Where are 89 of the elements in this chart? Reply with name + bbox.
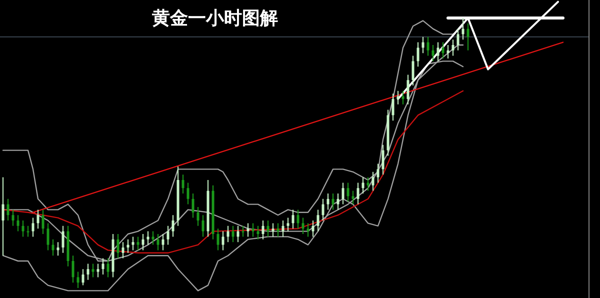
candlestick	[122, 242, 124, 259]
candlestick	[86, 263, 90, 280]
candlestick	[372, 171, 374, 192]
candlestick	[256, 225, 260, 240]
candlestick	[196, 206, 200, 226]
candlestick	[366, 176, 370, 192]
candlestick	[106, 258, 110, 278]
candlestick	[42, 209, 44, 234]
candlestick	[332, 193, 334, 210]
candlestick	[326, 193, 330, 210]
candlestick	[166, 225, 170, 246]
candlestick	[252, 222, 254, 238]
candlestick	[216, 228, 220, 251]
candlestick	[102, 258, 104, 275]
candlestick	[376, 163, 380, 184]
candlestick	[436, 42, 440, 62]
candlestick	[466, 22, 470, 51]
candlestick	[412, 55, 414, 86]
candlestick	[346, 182, 350, 202]
candlestick	[242, 225, 244, 238]
candlestick	[126, 238, 130, 254]
candlestick	[46, 222, 50, 251]
candlestick	[116, 234, 120, 259]
candlestick	[462, 18, 464, 40]
candlestick	[362, 176, 364, 194]
candlestick	[96, 263, 100, 278]
candlestick	[72, 255, 74, 284]
candlestick	[392, 93, 394, 122]
candlestick	[406, 74, 410, 105]
candlestick	[422, 36, 424, 54]
candlestick	[246, 222, 250, 238]
candlestick	[382, 144, 384, 176]
candlestick	[402, 90, 404, 105]
candlestick	[142, 234, 144, 251]
candlestick	[26, 225, 30, 238]
candlestick	[282, 220, 284, 238]
candlestick	[152, 230, 154, 246]
candlestick	[32, 217, 34, 238]
candlestick	[316, 209, 320, 232]
candlestick	[452, 39, 454, 56]
candlestick	[456, 28, 460, 51]
candlestick	[56, 242, 60, 256]
candlestick	[342, 182, 344, 205]
candlestick	[2, 176, 4, 256]
candlestick	[186, 182, 190, 205]
chart-title: 黄金一小时图解	[151, 8, 278, 29]
candlestick	[426, 36, 430, 56]
candlestick	[442, 42, 444, 59]
candlestick	[172, 214, 174, 238]
candlestick	[52, 238, 54, 256]
candlestick	[446, 44, 450, 59]
candlestick	[306, 222, 310, 238]
candlestick	[292, 209, 294, 230]
candlestick	[416, 42, 420, 68]
candlestick	[36, 209, 40, 230]
candlestick	[396, 90, 400, 105]
candlestick	[302, 217, 304, 234]
candlestick	[16, 214, 20, 232]
candlestick	[352, 190, 354, 205]
candlestick	[82, 268, 84, 286]
candlestick	[296, 209, 300, 230]
candlestick	[182, 174, 184, 194]
candlestick	[22, 220, 24, 238]
candlestick	[62, 225, 64, 254]
candlestick	[76, 271, 80, 288]
candlestick	[286, 217, 290, 232]
candlestick	[272, 222, 274, 238]
candlestick	[276, 222, 280, 238]
candlestick	[312, 220, 314, 238]
candlestick	[266, 220, 270, 238]
candlestick	[226, 225, 230, 243]
candlestick	[322, 198, 324, 221]
candlestick	[262, 220, 264, 240]
candlestick	[202, 214, 204, 238]
candlestick	[136, 236, 140, 251]
candlestick	[232, 225, 234, 243]
candlestick	[336, 193, 340, 210]
candlestick	[92, 263, 94, 278]
candlestick	[432, 44, 434, 62]
candlestick	[146, 230, 150, 246]
candlestick	[222, 230, 224, 251]
candlestick	[132, 236, 134, 251]
candlestick	[356, 182, 360, 205]
candlestick	[6, 198, 10, 221]
candlestick	[192, 193, 194, 218]
candlestick	[236, 225, 240, 243]
candlestick	[12, 209, 14, 226]
candlestick	[156, 234, 160, 251]
candlestick	[162, 234, 164, 251]
